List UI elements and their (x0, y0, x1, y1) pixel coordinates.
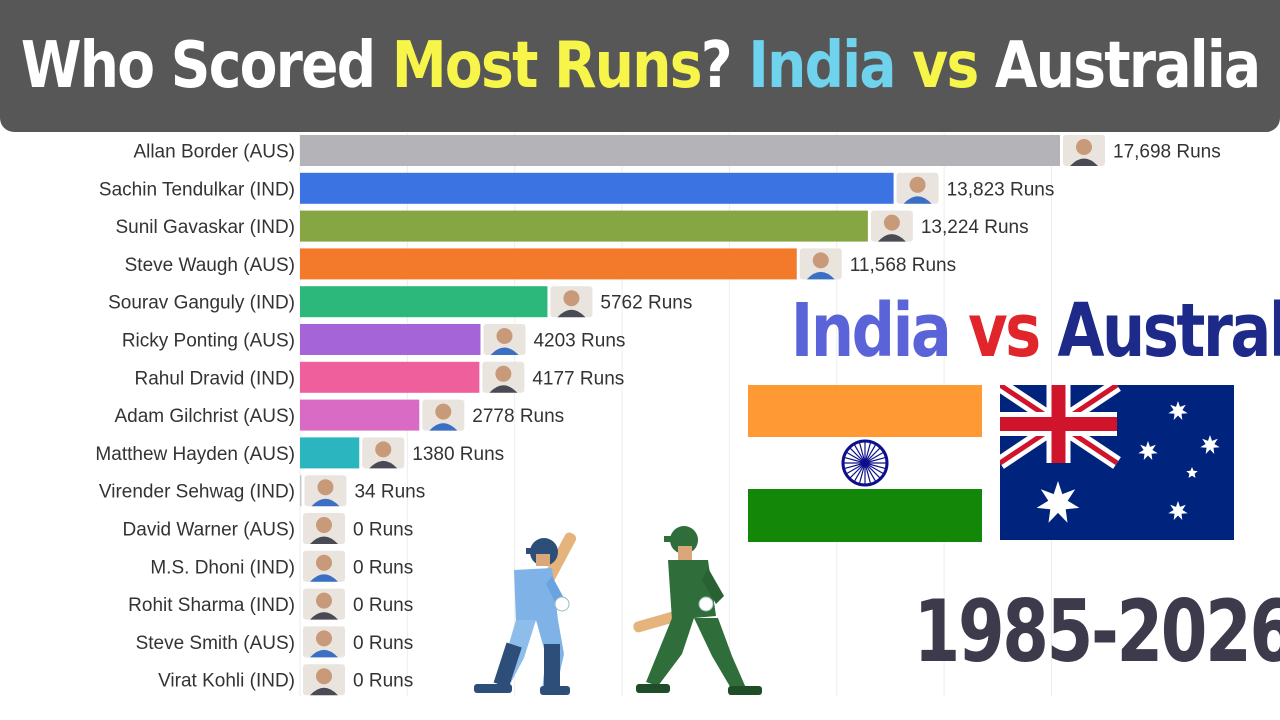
title-part: ? (700, 29, 749, 103)
player-avatar-icon (550, 286, 593, 318)
india-flag-icon (748, 385, 982, 542)
title-part: Australia (994, 29, 1261, 103)
value-label: 4203 Runs (533, 331, 625, 352)
batsman-blue-icon (474, 532, 577, 695)
value-label: 11,568 Runs (850, 255, 956, 276)
player-avatar-icon (303, 588, 345, 620)
title-part: Who Scored (20, 29, 392, 103)
category-label: Allan Border (AUS) (133, 142, 295, 163)
player-avatar-icon (1063, 135, 1105, 166)
category-label: Rohit Sharma (IND) (128, 595, 295, 616)
bar (300, 248, 797, 280)
player-avatar-icon (870, 210, 913, 242)
bar (300, 135, 1060, 166)
value-label: 13,224 Runs (921, 217, 1029, 238)
category-label: David Warner (AUS) (123, 520, 295, 541)
category-label: Ricky Ponting (AUS) (122, 331, 295, 352)
category-label: Rahul Dravid (IND) (135, 368, 295, 389)
value-label: 0 Runs (353, 557, 413, 578)
category-label: Sachin Tendulkar (IND) (99, 179, 295, 200)
player-avatar-icon (483, 324, 526, 355)
title-part: vs (894, 29, 995, 103)
value-label: 0 Runs (353, 595, 413, 616)
player-avatar-icon (482, 361, 525, 393)
value-label: 0 Runs (353, 633, 413, 654)
player-avatar-icon (896, 172, 939, 204)
player-avatar-icon (303, 550, 345, 582)
player-avatar-icon (422, 399, 465, 431)
player-avatar-icon (303, 513, 345, 544)
player-avatar-icon (304, 475, 347, 507)
value-label: 2778 Runs (472, 406, 564, 427)
category-label: Virat Kohli (IND) (158, 671, 295, 692)
value-label: 1380 Runs (412, 444, 504, 465)
value-label: 13,823 Runs (947, 179, 1055, 200)
category-label: M.S. Dhoni (IND) (150, 557, 295, 578)
bar (300, 437, 360, 469)
title-banner: Who Scored Most Runs? India vs Australia (0, 0, 1280, 132)
value-label: 5762 Runs (600, 293, 692, 314)
player-avatar-icon (362, 437, 405, 469)
category-label: Sourav Ganguly (IND) (108, 293, 295, 314)
category-label: Matthew Hayden (AUS) (95, 444, 295, 465)
page-title: Who Scored Most Runs? India vs Australia (20, 29, 1261, 103)
bar (300, 172, 894, 204)
headline-vs: vs (968, 288, 1041, 374)
category-label: Steve Smith (AUS) (136, 633, 295, 654)
bar (300, 286, 548, 318)
australia-flag-icon (1000, 385, 1234, 540)
headline-india-vs-australia: India vs Australia (730, 288, 1280, 374)
value-label: 0 Runs (353, 520, 413, 541)
player-avatar-icon (303, 664, 345, 696)
bar (300, 399, 420, 431)
bar (300, 361, 480, 393)
player-avatar-icon (303, 626, 345, 658)
title-part: Most Runs (391, 29, 703, 103)
category-label: Sunil Gavaskar (IND) (116, 217, 296, 238)
bar (300, 475, 302, 507)
headline-india: India (790, 288, 952, 374)
value-label: 34 Runs (354, 482, 425, 503)
title-part: India (748, 29, 896, 103)
value-label: 17,698 Runs (1113, 142, 1221, 163)
category-label: Steve Waugh (AUS) (125, 255, 295, 276)
year-range-text: 1985-2026 (913, 582, 1280, 682)
category-label: Adam Gilchrist (AUS) (114, 406, 295, 427)
player-avatar-icon (799, 248, 842, 280)
value-label: 0 Runs (353, 671, 413, 692)
bar (300, 324, 481, 355)
category-label: Virender Sehwag (IND) (99, 482, 295, 503)
year-range: 1985-2026 (860, 582, 1280, 682)
bar (300, 210, 868, 242)
batsman-green-icon (633, 526, 762, 695)
headline-australia: Australia (1057, 288, 1280, 374)
value-label: 4177 Runs (532, 368, 624, 389)
